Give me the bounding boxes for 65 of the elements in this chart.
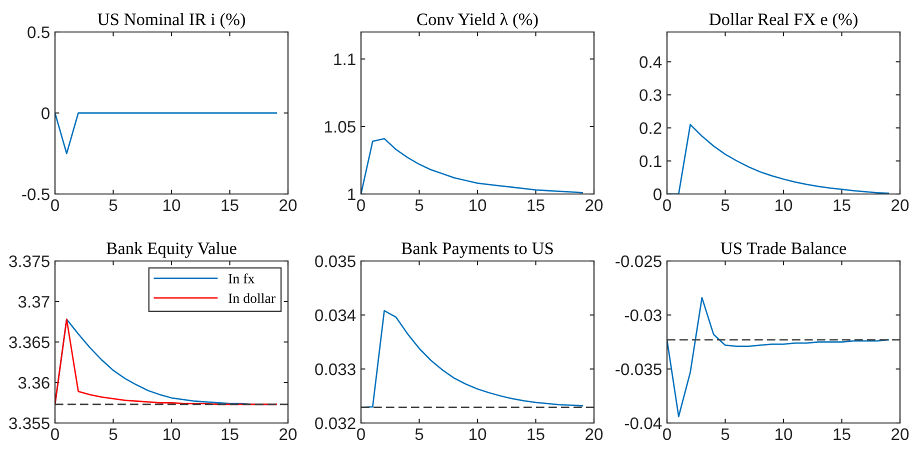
- chart-title: Dollar Real FX e (%): [709, 13, 858, 29]
- x-tick-label: 10: [470, 199, 486, 212]
- line-series: [361, 138, 584, 194]
- x-tick-label: 15: [834, 428, 850, 440]
- legend-label: In fx: [228, 273, 255, 284]
- x-tick-label: 5: [109, 199, 118, 212]
- y-tick-label: -0.5: [22, 188, 50, 200]
- chart-title: Conv Yield λ (%): [417, 12, 538, 29]
- y-tick-label: 0.034: [315, 309, 356, 322]
- x-tick-label: 20: [892, 428, 909, 440]
- x-tick-label: 5: [415, 199, 424, 212]
- x-tick-label: 10: [164, 428, 180, 440]
- x-tick-label: 10: [470, 428, 486, 440]
- x-tick-label: 15: [834, 199, 850, 212]
- x-tick-label: 0: [663, 428, 671, 440]
- y-tick-label: 0.1: [640, 155, 662, 168]
- y-tick-label: -0.04: [624, 417, 662, 430]
- chart-title: US Nominal IR i (%): [98, 13, 245, 29]
- y-tick-label: 0: [42, 107, 50, 120]
- x-tick-label: 0: [357, 199, 365, 212]
- x-tick-label: 5: [721, 199, 730, 212]
- x-tick-label: 15: [222, 428, 238, 440]
- x-tick-label: 15: [528, 428, 544, 440]
- x-tick-label: 10: [776, 199, 792, 212]
- y-tick-label: 3.36: [18, 376, 50, 389]
- y-tick-label: -0.03: [624, 309, 662, 322]
- x-tick-label: 20: [280, 428, 297, 440]
- line-series: [667, 297, 890, 418]
- x-tick-label: 20: [280, 199, 297, 212]
- x-tick-label: 15: [222, 199, 238, 212]
- legend-label: In dollar: [228, 293, 276, 303]
- x-tick-label: 20: [586, 428, 603, 440]
- y-tick-label: 0.4: [640, 56, 662, 68]
- y-tick-label: 3.37: [18, 296, 50, 308]
- y-tick-label: 3.375: [9, 255, 50, 268]
- x-tick-label: 0: [663, 199, 671, 212]
- y-tick-label: 0.5: [28, 26, 50, 38]
- line-series: [55, 318, 278, 406]
- x-tick-label: 0: [357, 428, 365, 440]
- y-tick-label: 3.365: [9, 336, 50, 348]
- y-tick-label: 1.1: [334, 54, 356, 66]
- y-tick-label: 0.3: [640, 89, 662, 102]
- y-tick-label: 0.032: [315, 417, 356, 430]
- x-tick-label: 15: [528, 199, 544, 212]
- y-tick-label: 0.2: [640, 122, 662, 134]
- y-tick-label: -0.025: [616, 255, 662, 268]
- y-tick-label: 3.355: [9, 417, 50, 430]
- x-tick-label: 0: [51, 199, 59, 212]
- x-tick-label: 5: [415, 428, 424, 440]
- x-tick-label: 10: [164, 199, 180, 212]
- chart-title: US Trade Balance: [720, 242, 846, 254]
- x-tick-label: 5: [109, 428, 118, 440]
- y-tick-label: 0.033: [315, 363, 356, 376]
- x-tick-label: 20: [892, 199, 909, 212]
- x-tick-label: 0: [51, 428, 59, 440]
- y-tick-label: 0.035: [315, 255, 356, 268]
- y-tick-label: 1.05: [324, 120, 356, 133]
- x-tick-label: 5: [721, 428, 730, 440]
- chart-title: Bank Payments to US: [402, 242, 553, 258]
- chart-title: Bank Equity Value: [106, 242, 236, 258]
- x-tick-label: 10: [776, 428, 792, 440]
- y-tick-label: 0: [654, 188, 662, 200]
- x-tick-label: 20: [586, 199, 603, 212]
- y-tick-label: -0.035: [616, 363, 662, 376]
- y-tick-label: 1: [348, 188, 356, 200]
